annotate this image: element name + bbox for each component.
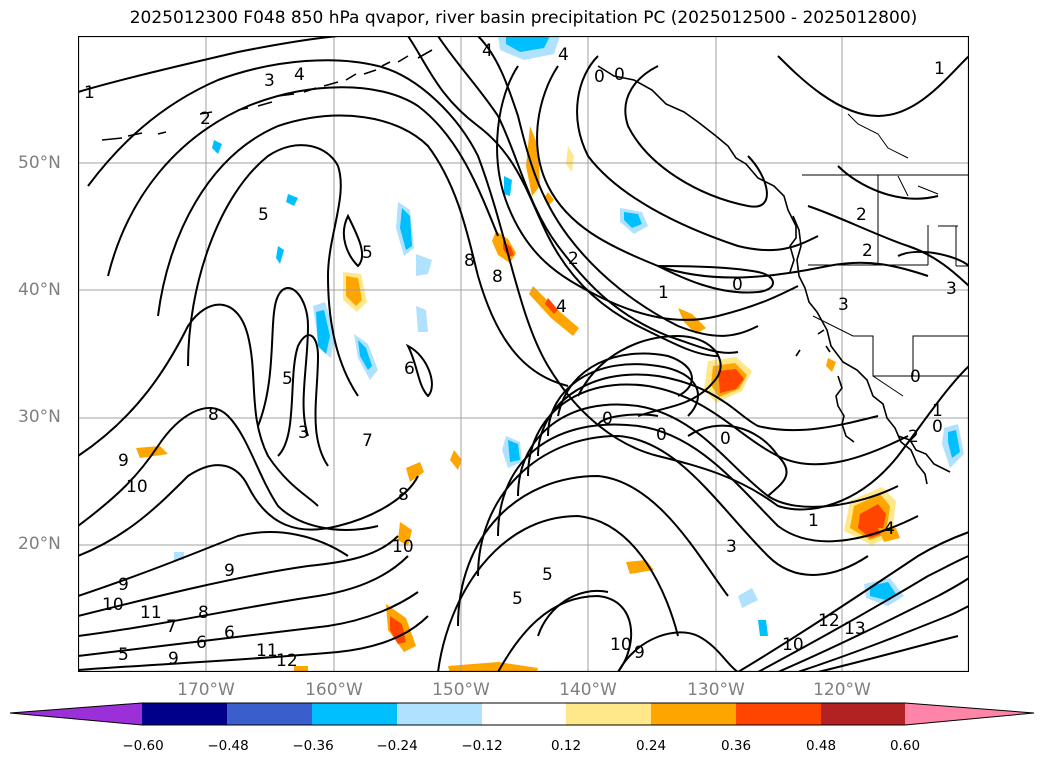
contour-label: 4 — [884, 519, 895, 539]
map-title: 2025012300 F048 850 hPa qvapor, river ba… — [129, 8, 918, 28]
contour-label: 8 — [464, 251, 475, 271]
colorbar-tick: 0.12 — [550, 738, 582, 754]
contour-label: 10 — [610, 635, 632, 655]
contour-label: 3 — [264, 71, 275, 91]
colorbar-high-extend — [905, 703, 1034, 725]
contour-label: 10 — [126, 477, 148, 497]
contour-label: 6 — [196, 633, 207, 653]
colorbar-tick: −0.24 — [376, 738, 418, 754]
contour-label: 9 — [634, 643, 645, 663]
contour-label: 8 — [208, 405, 219, 425]
map-plot-area: 1 3 4 2 5 1 0 0 2 2 5 8 8 4 4 1 0 2 3 5 … — [78, 36, 969, 672]
contour-label: 7 — [166, 617, 177, 637]
contour-label: 6 — [224, 623, 235, 643]
contour-label: 5 — [282, 369, 293, 389]
lat-lon-grid — [78, 36, 969, 672]
contour-label: 10 — [782, 635, 804, 655]
contour-label: 7 — [362, 431, 373, 451]
contour-label: 0 — [656, 425, 667, 445]
contour-label: 0 — [594, 67, 605, 87]
contour-label: 2 — [862, 241, 873, 261]
colorbar-swatch — [482, 703, 566, 725]
contour-label: 11 — [256, 641, 278, 661]
colorbar — [10, 702, 1035, 726]
contour-label: 2 — [568, 249, 579, 269]
colorbar-tick: −0.36 — [292, 738, 334, 754]
contour-label: 8 — [398, 485, 409, 505]
contour-label: 12 — [818, 611, 840, 631]
lon-label-170w: 170°W — [177, 680, 235, 700]
colorbar-swatch — [397, 703, 482, 725]
lon-label-160w: 160°W — [305, 680, 363, 700]
contour-label: 3 — [946, 279, 957, 299]
contour-label: 0 — [614, 65, 625, 85]
contour-labels: 1 3 4 2 5 1 0 0 2 2 5 8 8 4 4 1 0 2 3 5 … — [84, 41, 957, 671]
colorbar-swatch — [651, 703, 736, 725]
contour-label: 8 — [492, 267, 503, 287]
contour-label: 1 — [84, 83, 95, 103]
contour-label: 9 — [224, 561, 235, 581]
colorbar-tick: 0.48 — [805, 738, 837, 754]
precip-negative-shading — [174, 36, 964, 636]
colorbar-tick: −0.48 — [207, 738, 249, 754]
contour-label: 1 — [932, 401, 943, 421]
political-borders — [802, 113, 969, 397]
colorbar-swatch — [736, 703, 821, 725]
contour-label: 0 — [720, 429, 731, 449]
contour-label: 0 — [910, 367, 921, 387]
contour-label: 6 — [404, 359, 415, 379]
colorbar-swatch — [566, 703, 651, 725]
contour-label: 9 — [118, 575, 129, 595]
qvapor-contours — [78, 36, 969, 672]
colorbar-tick: −0.12 — [461, 738, 503, 754]
lat-label-40n: 40°N — [18, 280, 61, 300]
colorbar-swatch — [821, 703, 905, 725]
contour-label: 9 — [168, 649, 179, 669]
lat-label-20n: 20°N — [18, 534, 61, 554]
contour-label: 2 — [908, 427, 919, 447]
map-frame — [78, 36, 969, 672]
contour-label: 0 — [932, 417, 943, 437]
lon-label-120w: 120°W — [813, 680, 871, 700]
lon-label-150w: 150°W — [432, 680, 490, 700]
contour-label: 3 — [838, 295, 849, 315]
contour-label: 3 — [298, 423, 309, 443]
contour-label: 12 — [276, 651, 298, 671]
contour-label: 10 — [102, 595, 124, 615]
contour-label: 5 — [118, 645, 129, 665]
contour-label: 0 — [732, 275, 743, 295]
contour-label: 0 — [602, 409, 613, 429]
contour-label: 10 — [392, 537, 414, 557]
contour-label: 2 — [856, 205, 867, 225]
colorbar-tick: 0.24 — [635, 738, 667, 754]
contour-label: 4 — [556, 297, 567, 317]
contour-label: 1 — [658, 283, 669, 303]
contour-label: 4 — [482, 41, 493, 61]
contour-label: 2 — [200, 109, 211, 129]
contour-label: 3 — [726, 537, 737, 557]
colorbar-swatch — [312, 703, 397, 725]
contour-label: 5 — [512, 589, 523, 609]
lon-label-130w: 130°W — [687, 680, 745, 700]
contour-label: 5 — [542, 565, 553, 585]
contour-label: 1 — [808, 511, 819, 531]
contour-label: 5 — [258, 205, 269, 225]
colorbar-swatch — [142, 703, 227, 725]
contour-label: 13 — [844, 619, 866, 639]
contour-label: 4 — [294, 65, 305, 85]
contour-label: 8 — [198, 603, 209, 623]
contour-label: 9 — [118, 451, 129, 471]
contour-label: 4 — [558, 45, 569, 65]
contour-label: 11 — [140, 603, 162, 623]
lat-label-50n: 50°N — [18, 153, 61, 173]
contour-label: 5 — [362, 243, 373, 263]
colorbar-tick: −0.60 — [122, 738, 164, 754]
colorbar-tick: 0.36 — [720, 738, 752, 754]
lat-label-30n: 30°N — [18, 407, 61, 427]
contour-label: 1 — [934, 59, 945, 79]
colorbar-tick: 0.60 — [889, 738, 921, 754]
lon-label-140w: 140°W — [559, 680, 617, 700]
colorbar-low-extend — [10, 703, 142, 725]
colorbar-swatch — [227, 703, 312, 725]
